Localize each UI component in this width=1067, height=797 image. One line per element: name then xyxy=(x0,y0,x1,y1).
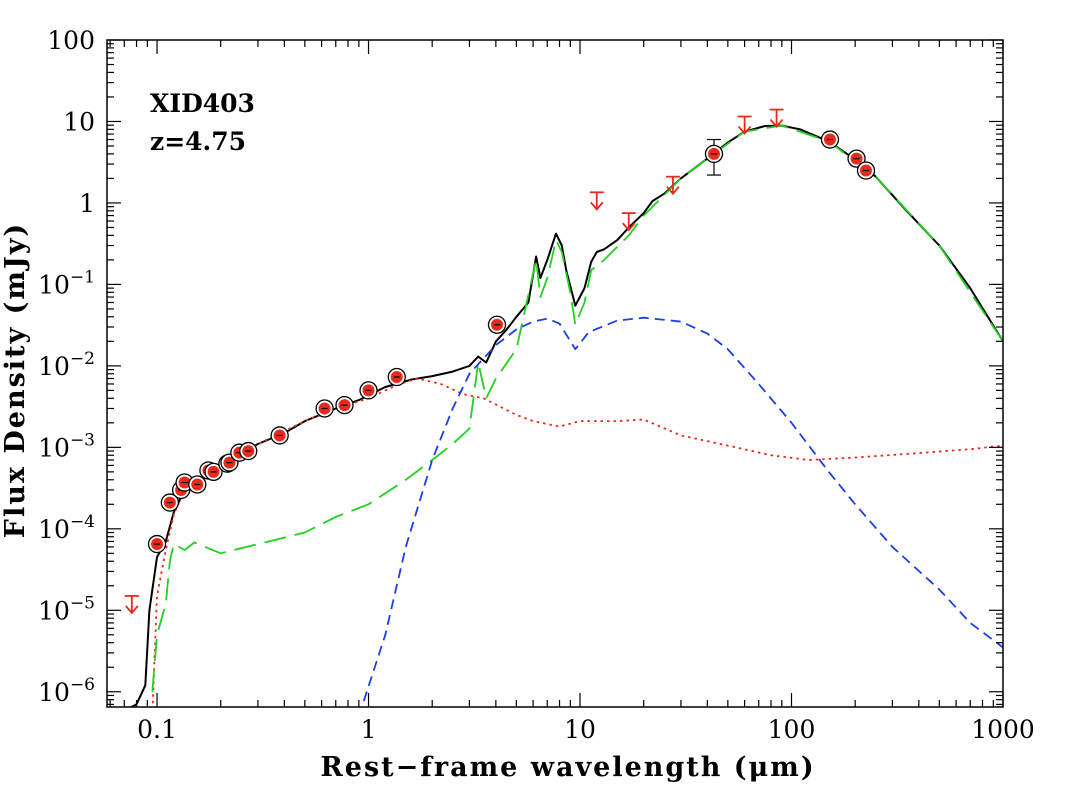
x-tick-label: 10 xyxy=(564,715,596,744)
source-label: XID403 xyxy=(150,89,255,118)
detection-point xyxy=(359,381,378,400)
x-tick-label: 0.1 xyxy=(137,715,177,744)
limit-head xyxy=(666,186,680,196)
tick-labels: 0.1 1 10 100 1000 100 10 1 10−1 10−2 10−3 10−4 10−5 1… xyxy=(38,26,1035,744)
upper-limit-arrow xyxy=(589,191,604,211)
limit-head xyxy=(737,125,752,135)
y-axis-title: Flux Density (mJy) xyxy=(0,222,31,538)
data-points xyxy=(124,108,876,615)
detection-point xyxy=(188,475,207,494)
x-tick-label: 1 xyxy=(361,715,377,744)
detection-point xyxy=(387,367,406,387)
y-tick-label: 10−4 xyxy=(38,512,95,544)
x-axis-title: Rest−frame wavelength (μm) xyxy=(320,752,815,783)
upper-limit-arrow xyxy=(737,115,752,135)
detection-point xyxy=(315,399,334,418)
detection-point xyxy=(270,426,289,445)
detection-point xyxy=(487,315,507,334)
detection-point xyxy=(820,130,840,149)
redshift-label: z=4.75 xyxy=(150,127,246,156)
limit-head xyxy=(590,201,604,211)
limit-head xyxy=(769,118,784,128)
plot-frame xyxy=(106,39,1004,708)
detection-point xyxy=(856,161,876,180)
detection-point xyxy=(204,462,223,482)
y-tick-label: 100 xyxy=(47,26,95,55)
limit-head xyxy=(622,222,636,232)
series-line-dashed xyxy=(360,316,1003,707)
x-tick-label: 100 xyxy=(768,715,816,744)
detection-point xyxy=(239,441,258,461)
y-tick-label: 10−2 xyxy=(38,349,95,381)
upper-limit-arrow xyxy=(769,108,784,128)
y-tick-label: 10−1 xyxy=(38,267,95,299)
upper-limit-arrow xyxy=(124,595,139,615)
upper-limit-arrow xyxy=(621,212,636,232)
series-line-longdash xyxy=(151,124,1003,692)
detection-point xyxy=(847,149,866,168)
detection-point xyxy=(160,493,180,512)
detection-point xyxy=(335,395,354,415)
y-tick-label: 10−6 xyxy=(38,675,95,707)
detection-point xyxy=(704,138,724,176)
x-tick-label: 1000 xyxy=(971,715,1035,744)
y-tick-label: 1 xyxy=(79,189,95,218)
upper-limit-arrow xyxy=(665,175,680,196)
y-tick-label: 10−3 xyxy=(38,430,95,462)
limit-head xyxy=(125,605,139,615)
y-tick-label: 10 xyxy=(63,107,95,136)
detection-point xyxy=(147,534,167,554)
y-tick-label: 10−5 xyxy=(38,593,95,625)
